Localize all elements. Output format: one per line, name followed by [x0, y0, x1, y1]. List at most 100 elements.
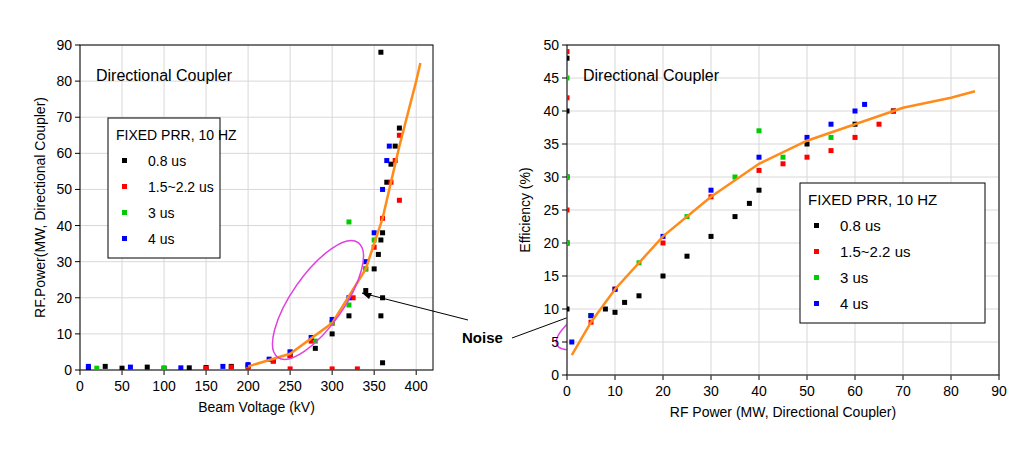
tick-label: 200	[236, 378, 260, 394]
tick-label: 10	[543, 301, 559, 317]
tick	[75, 297, 80, 298]
tick-label: 25	[543, 202, 559, 218]
data-area	[86, 50, 420, 370]
point	[384, 158, 389, 163]
point	[622, 300, 627, 305]
point	[781, 161, 786, 166]
tick-label: 20	[543, 235, 559, 251]
tick	[290, 370, 291, 375]
tick-label: 250	[278, 378, 302, 394]
point	[330, 366, 335, 370]
point	[313, 346, 318, 351]
point	[376, 252, 381, 257]
tick-label: 10	[607, 383, 623, 399]
point	[853, 135, 858, 140]
point	[363, 288, 368, 293]
point	[829, 135, 834, 140]
point	[378, 313, 383, 318]
point	[567, 175, 570, 180]
tick-label: 50	[114, 378, 130, 394]
tick	[562, 276, 567, 277]
legend-title: FIXED PRR, 10 HZ	[116, 127, 237, 143]
point	[103, 364, 108, 369]
point	[229, 364, 234, 369]
legend-marker	[122, 236, 127, 241]
point	[805, 155, 810, 160]
grid-line	[416, 45, 417, 370]
point	[661, 241, 666, 246]
point	[567, 241, 570, 246]
point	[372, 266, 377, 271]
tick	[567, 375, 568, 380]
tick-label: 0	[64, 362, 72, 378]
plot-frame	[80, 45, 433, 370]
tick-label: 40	[543, 103, 559, 119]
point	[145, 365, 150, 370]
tick	[75, 261, 80, 262]
point	[346, 313, 351, 318]
point	[162, 366, 167, 370]
tick-label: 60	[847, 383, 863, 399]
tick	[75, 370, 80, 371]
chart-title: Directional Coupler	[96, 67, 233, 84]
tick	[75, 117, 80, 118]
point	[829, 122, 834, 127]
tick	[122, 370, 123, 375]
grid-line	[374, 45, 375, 370]
tick	[75, 153, 80, 154]
tick	[759, 375, 760, 380]
point	[685, 254, 690, 259]
plot-bg	[80, 45, 433, 370]
point	[567, 175, 570, 180]
point	[567, 208, 570, 213]
point	[567, 307, 570, 312]
grid-line	[80, 261, 433, 262]
legend-label: 4 us	[148, 231, 174, 247]
legend-marker	[814, 275, 819, 280]
point	[378, 238, 383, 243]
grid-line	[248, 45, 249, 370]
tick-label: 50	[56, 181, 72, 197]
tick	[164, 370, 165, 375]
point	[781, 155, 786, 160]
x-axis-label: RF Power (MW, Directional Coupler)	[670, 404, 896, 420]
tick-label: 40	[751, 383, 767, 399]
point	[220, 364, 225, 369]
legend-marker	[814, 249, 819, 254]
grid-line	[567, 144, 999, 145]
point	[178, 365, 183, 370]
noise-ellipse	[257, 228, 380, 373]
tick-label: 30	[56, 254, 72, 270]
point	[757, 168, 762, 173]
legend-label: 3 us	[840, 269, 868, 286]
legend-label: 0.8 us	[840, 217, 881, 234]
tick-label: 90	[991, 383, 1007, 399]
legend-marker	[122, 210, 127, 215]
legend: FIXED PRR, 10 HZ0.8 us1.5~2.2 us3 us4 us	[108, 118, 237, 258]
chart-title: Directional Coupler	[583, 67, 720, 84]
legend-box	[800, 183, 985, 323]
point	[877, 122, 882, 127]
tick	[416, 370, 417, 375]
tick	[562, 111, 567, 112]
tick-label: 70	[895, 383, 911, 399]
point	[567, 49, 570, 54]
point	[187, 365, 192, 370]
point	[120, 366, 125, 370]
plot-bg	[567, 45, 999, 375]
tick-label: 20	[56, 290, 72, 306]
tick-label: 400	[405, 378, 429, 394]
point	[733, 214, 738, 219]
tick-label: 100	[152, 378, 176, 394]
tick-label: 0	[76, 378, 84, 394]
point	[757, 155, 762, 160]
point	[380, 187, 385, 192]
tick	[206, 370, 207, 375]
legend-label: 3 us	[148, 205, 174, 221]
point	[829, 148, 834, 153]
point	[567, 95, 570, 100]
tick-label: 30	[703, 383, 719, 399]
arrow	[362, 293, 468, 320]
tick	[999, 375, 1000, 380]
point	[567, 241, 570, 246]
